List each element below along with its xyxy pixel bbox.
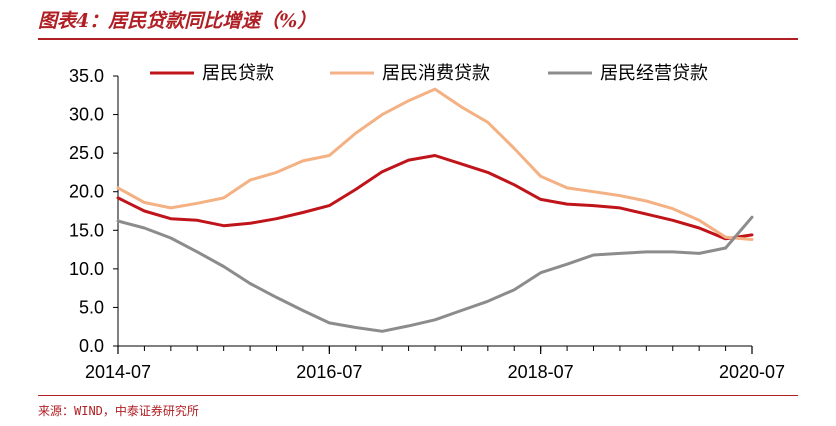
chart-legend: 居民贷款 居民消费贷款 居民经营贷款 [150, 63, 708, 84]
y-tick-label: 5.0 [79, 297, 104, 317]
series-lines [116, 87, 754, 333]
y-tick-label: 35.0 [69, 66, 104, 86]
legend-label-1: 居民贷款 [202, 63, 274, 84]
series-line-2 [116, 87, 754, 241]
x-axis-ticks: 2014-07 2016-07 2018-07 2020-07 [85, 346, 785, 382]
x-tick-label: 2016-07 [296, 362, 362, 382]
source-divider [38, 395, 798, 396]
legend-label-2: 居民消费贷款 [382, 63, 490, 84]
x-tick-label: 2020-07 [719, 362, 785, 382]
chart-axes [117, 76, 752, 347]
series-line-1 [116, 154, 754, 241]
y-tick-label: 25.0 [69, 143, 104, 163]
x-tick-label: 2018-07 [508, 362, 574, 382]
y-tick-label: 20.0 [69, 182, 104, 202]
y-tick-label: 30.0 [69, 105, 104, 125]
source-note: 来源：WIND，中泰证券研究所 [38, 404, 199, 418]
title-divider [38, 38, 798, 40]
legend-label-3: 居民经营贷款 [600, 63, 708, 84]
y-axis-ticks: 0.0 5.0 10.0 15.0 20.0 25.0 30.0 35.0 [69, 66, 118, 356]
y-tick-label: 15.0 [69, 220, 104, 240]
series-line-3 [116, 215, 754, 333]
x-tick-label: 2014-07 [85, 362, 151, 382]
figure-title: 图表4：居民贷款同比增速（%） [38, 10, 317, 32]
y-tick-label: 10.0 [69, 259, 104, 279]
y-tick-label: 0.0 [79, 336, 104, 356]
